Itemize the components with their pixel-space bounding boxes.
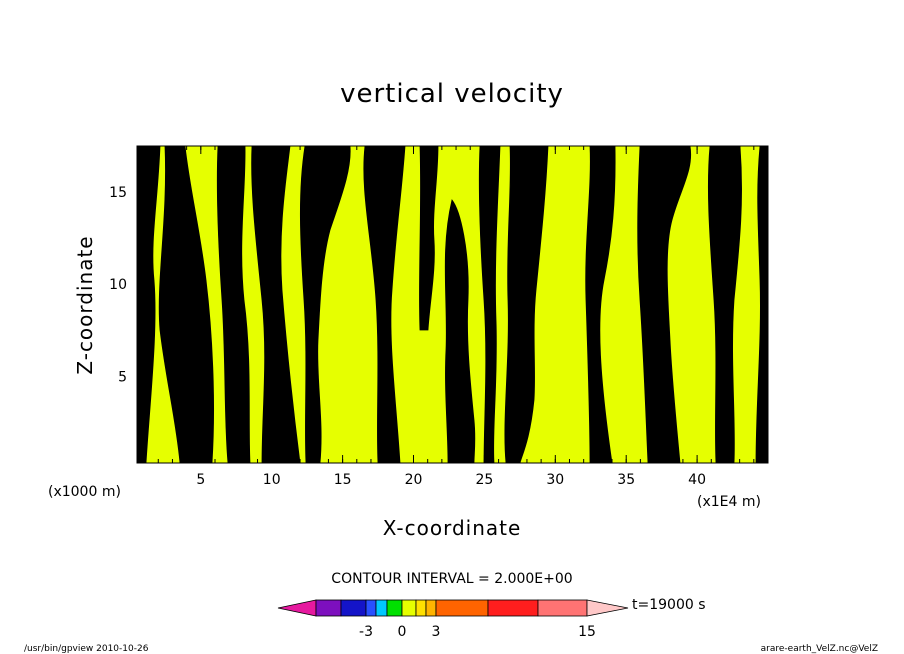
x-tick-label: 30 [546, 472, 564, 488]
colorbar [277, 599, 629, 617]
negative-region [755, 146, 768, 463]
colorbar-segment [401, 599, 417, 617]
x-tick-label: 5 [196, 472, 205, 488]
colorbar-low-arrow [277, 599, 317, 617]
footer-left: /usr/bin/gpview 2010-10-26 [24, 644, 149, 654]
colorbar-segment [375, 599, 388, 617]
colorbar-label: 15 [578, 624, 596, 640]
contour-interval: CONTOUR INTERVAL = 2.000E+00 [331, 571, 572, 587]
colorbar-segment [386, 599, 403, 617]
x-axis: 5 10 15 20 25 30 35 40 [143, 146, 769, 488]
x-tick-label: 35 [617, 472, 635, 488]
time-label: t=19000 s [632, 597, 706, 613]
x-tick-label: 25 [475, 472, 493, 488]
colorbar-segment [425, 599, 437, 617]
negative-region [419, 146, 439, 331]
colorbar-segment [435, 599, 489, 617]
contour-regions [137, 146, 768, 463]
x-unit-right: (x1E4 m) [697, 494, 761, 510]
y-tick-label: 10 [109, 277, 127, 293]
colorbar-segment [365, 599, 377, 617]
negative-region [216, 146, 251, 463]
colorbar-labels: -3 0 3 15 [359, 624, 596, 640]
colorbar-label: 0 [398, 624, 407, 640]
x-axis-label: X-coordinate [383, 516, 522, 540]
x-unit-left: (x1000 m) [48, 484, 121, 500]
y-axis: 5 10 15 [109, 154, 768, 451]
footer-right: arare-earth_VelZ.nc@VelZ [761, 644, 878, 654]
colorbar-label: 3 [432, 624, 441, 640]
negative-region [637, 146, 692, 463]
colorbar-segment [415, 599, 427, 617]
colorbar-segment [315, 599, 342, 617]
y-tick-label: 15 [109, 185, 127, 201]
colorbar-segment [340, 599, 367, 617]
negative-region [158, 146, 215, 463]
colorbar-segment [537, 599, 588, 617]
negative-region [299, 146, 351, 463]
colorbar-high-arrow [586, 599, 629, 617]
negative-region [137, 146, 161, 463]
y-axis-label: Z-coordinate [73, 235, 97, 374]
x-tick-label: 10 [263, 472, 281, 488]
plot-frame [136, 145, 769, 464]
x-tick-label: 15 [334, 472, 352, 488]
negative-region [707, 146, 742, 463]
colorbar-label: -3 [359, 624, 373, 640]
negative-region [585, 146, 616, 463]
colorbar-segment [487, 599, 539, 617]
y-tick-label: 5 [118, 369, 127, 385]
x-tick-label: 20 [405, 472, 423, 488]
negative-region [504, 146, 549, 463]
x-tick-label: 40 [688, 472, 706, 488]
negative-region [444, 199, 476, 463]
negative-region [478, 146, 501, 463]
chart-title: vertical velocity [340, 79, 564, 109]
